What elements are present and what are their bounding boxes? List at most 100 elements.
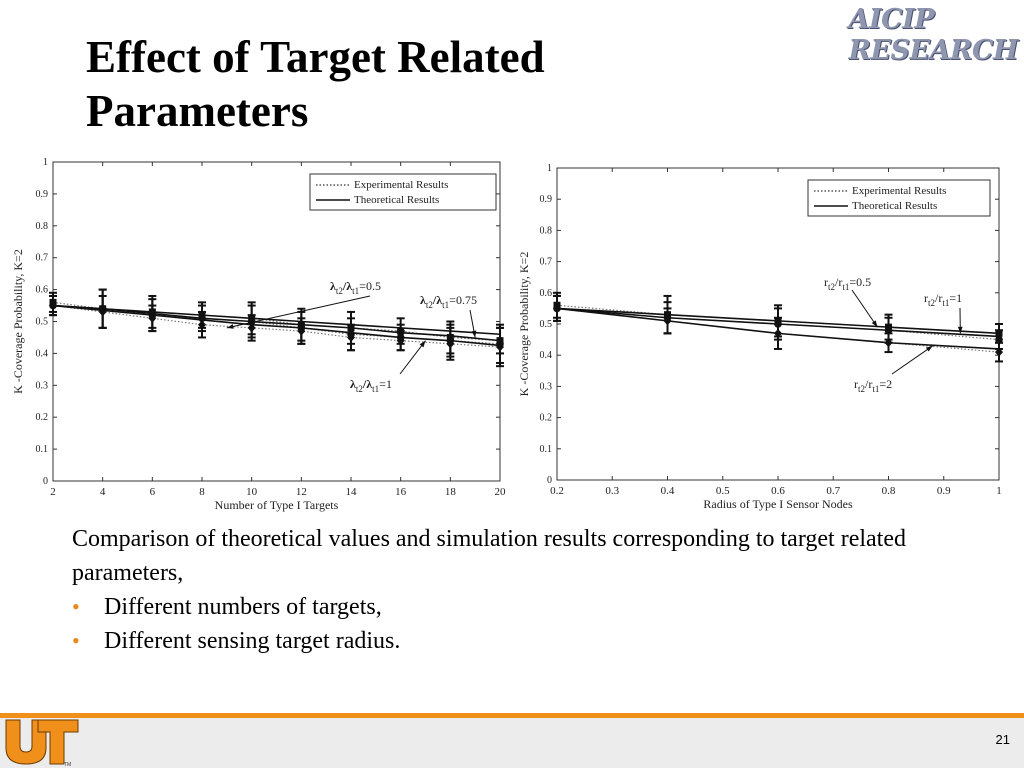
theoretical-series-line	[52, 304, 501, 342]
y-axis-label: K -Coverage Probability, K=2	[11, 249, 25, 394]
y-tick-label: 0	[43, 476, 48, 487]
caption-bullets: • Different numbers of targets, • Differen…	[72, 590, 992, 658]
x-axis-label: Number of Type I Targets	[215, 498, 339, 512]
theoretical-series-line	[556, 307, 1000, 338]
data-point-circle	[995, 335, 1003, 344]
annotation-arrowhead	[925, 345, 933, 352]
annotation-arrowhead	[957, 326, 963, 334]
y-tick-label: 0.4	[36, 348, 49, 359]
y-tick-label: 0.5	[36, 317, 49, 328]
y-tick-label: 1	[547, 163, 552, 174]
annotation-arrowhead	[226, 324, 234, 329]
annotation-part: t1	[942, 298, 949, 308]
y-tick-label: 0.2	[540, 413, 553, 424]
annotation-label: λt2/λt1=0.5	[330, 279, 381, 296]
annotation-part: /r	[835, 275, 842, 289]
x-tick-label: 20	[495, 486, 507, 498]
footer-band	[0, 718, 1024, 768]
data-point-diamond	[347, 332, 355, 342]
annotation-part: /λ	[362, 377, 372, 391]
x-tick-label: 0.3	[605, 485, 619, 497]
x-tick-label: 0.9	[937, 485, 951, 497]
x-tick-label: 4	[100, 486, 106, 498]
brand-line-1: AICIP	[848, 4, 935, 35]
y-tick-label: 0.3	[540, 381, 553, 392]
annotation-label: λt2/λt1=1	[350, 377, 392, 394]
y-tick-label: 0.1	[540, 444, 553, 455]
page-number: 21	[995, 732, 1010, 747]
x-tick-label: 14	[346, 486, 358, 498]
y-tick-label: 0.4	[540, 350, 553, 361]
experimental-series-line	[52, 304, 501, 348]
y-tick-label: 1	[43, 157, 48, 168]
annotation-part: t1	[872, 384, 879, 394]
annotation-label: λt2/λt1=0.75	[420, 293, 477, 310]
y-tick-label: 0.6	[540, 288, 553, 299]
annotation-part: t1	[442, 300, 449, 310]
annotation-arrowhead	[471, 330, 477, 338]
x-tick-label: 0.7	[826, 485, 840, 497]
annotation-part: t2	[828, 282, 835, 292]
annotation-part: r	[824, 275, 828, 289]
logo-tm: TM	[64, 762, 71, 768]
caption: Comparison of theoretical values and sim…	[72, 522, 992, 658]
y-tick-label: 0.3	[36, 380, 49, 391]
annotation-part: λ	[420, 293, 426, 307]
annotation-part: t2	[928, 298, 935, 308]
annotation-part: =2	[879, 377, 892, 391]
y-tick-label: 0.2	[36, 412, 49, 423]
annotation-part: t2	[858, 384, 865, 394]
x-tick-label: 6	[150, 486, 156, 498]
y-tick-label: 0.7	[36, 253, 49, 264]
annotation-part: t2	[336, 286, 343, 296]
data-point-diamond	[49, 301, 57, 311]
bullet-icon: •	[72, 628, 80, 653]
annotation-part: =1	[379, 377, 392, 391]
theoretical-series-line	[52, 304, 501, 347]
data-point-diamond	[396, 336, 405, 346]
y-tick-label: 0.5	[540, 319, 553, 330]
annotation-label: rt2/rt1=0.5	[824, 275, 871, 292]
chart-sensor-radius: 0 0.1 0.2 0.3 0.4 0.5 0.6 0.7 0.8 0.9 1 0.2 0.3 0.4 0.…	[517, 163, 1003, 511]
x-tick-label: 2	[50, 486, 56, 498]
legend-label-experimental: Experimental Results	[852, 185, 946, 197]
x-tick-label: 12	[296, 486, 307, 498]
legend-box	[309, 173, 497, 211]
annotation-arrow	[891, 345, 933, 375]
annotation-part: t1	[842, 282, 849, 292]
y-tick-label: 0.6	[36, 285, 49, 296]
y-tick-label: 0.1	[36, 444, 49, 455]
legend-label-experimental: Experimental Results	[354, 179, 448, 191]
annotation-arrowhead	[871, 320, 878, 328]
ut-logo: TM	[5, 719, 79, 768]
annotation-part: =0.5	[849, 275, 871, 289]
bullet-icon: •	[72, 594, 80, 619]
x-tick-label: 0.2	[550, 485, 564, 497]
annotation-label: rt2/rt1=2	[854, 377, 892, 394]
y-tick-label: 0	[547, 475, 552, 486]
annotation-part: λ	[330, 279, 336, 293]
x-tick-label: 0.4	[661, 485, 675, 497]
annotation-part: t2	[426, 300, 433, 310]
legend-label-theoretical: Theoretical Results	[354, 194, 439, 206]
x-tick-label: 8	[199, 486, 205, 498]
data-point-diamond	[247, 323, 256, 333]
caption-bullet-item: • Different sensing target radius.	[72, 624, 992, 658]
x-tick-label: 0.6	[771, 485, 785, 497]
annotation-arrow	[226, 295, 371, 329]
x-tick-label: 18	[445, 486, 457, 498]
annotation-part: /λ	[432, 293, 442, 307]
chart-number-of-targets: 00.10.20.30.40.50.60.70.80.912 4 6 8 10 12 14 1…	[11, 157, 507, 512]
footer-rule	[0, 713, 1024, 718]
annotation-part: =1	[949, 291, 962, 305]
annotation-part: t1	[372, 384, 379, 394]
x-tick-label: 0.5	[716, 485, 730, 497]
x-tick-label: 16	[395, 486, 407, 498]
legend-label-theoretical: Theoretical Results	[852, 200, 937, 212]
data-point-diamond	[198, 320, 206, 330]
caption-text: Comparison of theoretical values and sim…	[72, 526, 906, 586]
x-axis-label: Radius of Type I Sensor Nodes	[703, 497, 853, 511]
y-tick-label: 0.7	[540, 257, 553, 268]
annotation-part: r	[924, 291, 928, 305]
x-tick-label: 0.8	[882, 485, 896, 497]
